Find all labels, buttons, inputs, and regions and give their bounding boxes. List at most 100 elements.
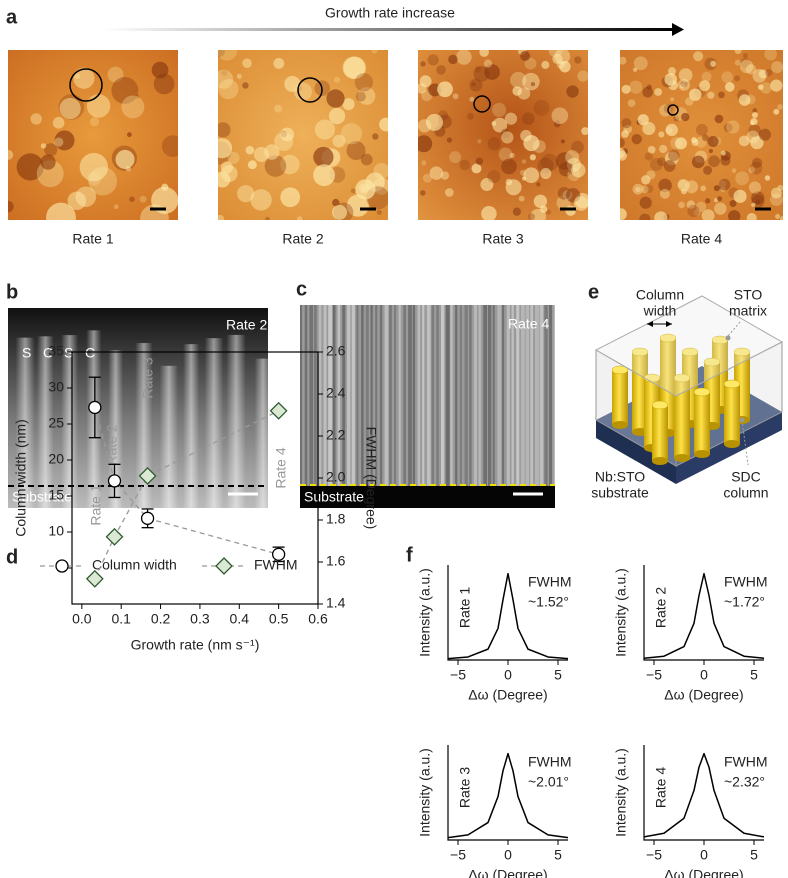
x-tick-label: 0.6: [308, 611, 328, 627]
afm-grain: [749, 161, 763, 175]
leader-dot: [725, 335, 731, 341]
afm-grain: [707, 91, 715, 99]
column-top: [723, 379, 741, 389]
afm-grain: [742, 53, 748, 59]
column-texture: [535, 305, 539, 486]
afm-grain: [581, 127, 588, 135]
column-texture: [226, 334, 246, 508]
afm-grain: [280, 187, 301, 208]
afm-grain: [88, 166, 118, 196]
matrix-label: STO: [734, 287, 763, 303]
afm-grain: [221, 70, 228, 76]
afm-grain: [670, 137, 683, 150]
column-texture: [492, 305, 495, 486]
column-texture: [464, 305, 468, 486]
panel-label: f: [406, 544, 413, 566]
afm-grain: [242, 82, 249, 89]
afm-grain: [16, 153, 44, 181]
afm-grain: [487, 169, 501, 184]
x-tick-label: 5: [554, 667, 562, 683]
y-tick-label: 25: [48, 415, 64, 431]
afm-grain: [565, 150, 580, 165]
afm-grain: [714, 114, 724, 124]
afm-grain: [729, 200, 737, 208]
column-texture: [318, 305, 322, 486]
afm-grain: [553, 120, 561, 128]
afm-grain: [713, 185, 720, 192]
column-texture: [549, 305, 552, 486]
afm-grain: [707, 135, 719, 148]
column-texture: [502, 305, 505, 486]
column-texture: [379, 305, 383, 486]
afm-grain: [540, 167, 552, 180]
afm-grain: [492, 102, 507, 118]
afm-grain: [420, 190, 426, 196]
arrow-shaft: [105, 28, 675, 31]
afm-grain: [764, 50, 777, 61]
afm-grain: [621, 130, 629, 138]
afm-grain: [332, 204, 347, 220]
highlight-circle: [667, 104, 679, 116]
afm-grain: [346, 141, 366, 161]
afm-grain: [467, 112, 474, 120]
substrate-label: Substrate: [304, 489, 364, 505]
afm-grain: [734, 59, 741, 66]
column-texture: [365, 305, 369, 486]
x-tick-label: 5: [750, 667, 758, 683]
afm-grain: [264, 144, 280, 160]
afm-grain: [471, 82, 476, 87]
axes: [643, 565, 764, 661]
afm-grain: [637, 114, 649, 126]
column-bottom: [674, 454, 690, 462]
marker-circle: [140, 511, 155, 525]
afm-grain: [498, 147, 513, 162]
afm-grain: [780, 215, 783, 220]
afm-grain: [691, 155, 705, 169]
column-texture: [328, 305, 333, 486]
arrow-head: [647, 321, 653, 327]
y2-tick-label: 1.8: [326, 511, 346, 527]
afm-grain: [350, 188, 356, 194]
afm-grain: [670, 97, 675, 102]
afm-grain: [714, 202, 727, 215]
afm-grain: [720, 155, 731, 166]
x-tick-label: 0: [504, 847, 512, 863]
x-tick-label: −5: [646, 667, 662, 683]
rate-annotation: Rate 4: [653, 767, 669, 808]
afm-grain: [518, 195, 525, 202]
afm-grain: [79, 152, 109, 182]
rate-label: Rate 2: [226, 317, 267, 333]
afm-grain: [686, 200, 696, 209]
afm-grain: [558, 162, 574, 177]
afm-grain: [673, 115, 680, 122]
afm-grain: [111, 77, 139, 104]
column-label: column: [723, 485, 768, 501]
column-texture: [516, 305, 520, 486]
afm-grain: [665, 123, 678, 137]
afm-grain: [218, 138, 233, 159]
afm-grain: [44, 143, 58, 157]
afm-grain: [59, 97, 81, 120]
y-axis-label: Intensity (a.u.): [417, 568, 433, 657]
afm-grain: [523, 135, 540, 152]
afm-grain: [521, 112, 535, 126]
afm-grain: [343, 56, 366, 79]
column-texture: [544, 305, 548, 486]
marker-diamond: [105, 527, 124, 546]
column-texture: [300, 305, 303, 486]
afm-grain: [521, 159, 527, 164]
image-caption: Rate 2: [282, 231, 323, 247]
afm-grain: [755, 199, 761, 205]
column-top: [681, 347, 699, 357]
afm-grain: [161, 135, 178, 157]
fwhm-value: ~2.32°: [724, 774, 765, 790]
layer-label: S: [22, 345, 31, 361]
column-top: [631, 347, 649, 357]
afm-image: [418, 50, 588, 220]
afm-grain: [752, 157, 763, 168]
afm-grain: [757, 84, 764, 90]
column-texture: [483, 305, 487, 486]
column-bottom: [612, 421, 628, 429]
afm-grain: [456, 50, 472, 65]
afm-grain: [678, 78, 691, 91]
